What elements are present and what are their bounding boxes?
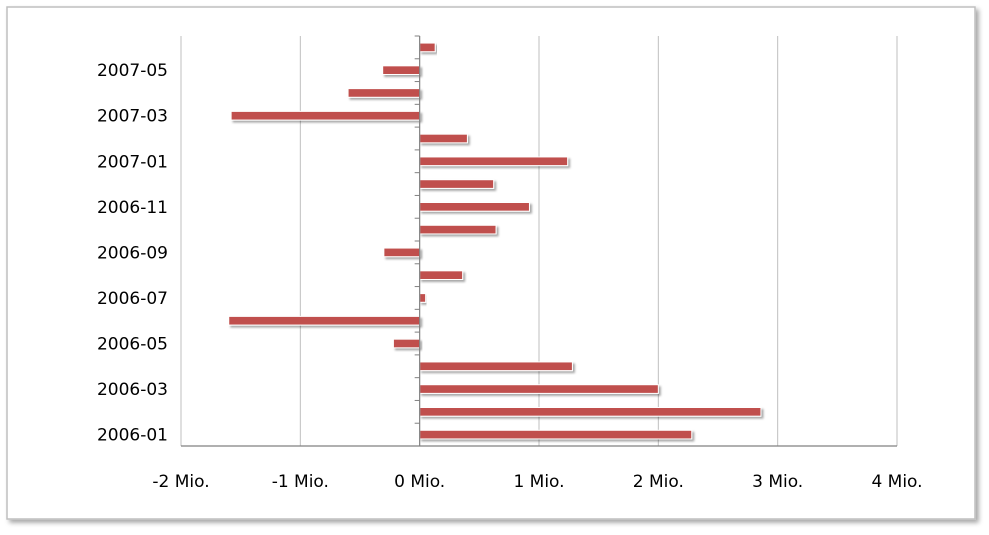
y-tick-label: 2006-09 xyxy=(97,243,168,263)
bar xyxy=(419,179,495,189)
y-tick-label: 2006-07 xyxy=(97,289,168,309)
bar xyxy=(383,247,421,258)
bar xyxy=(392,338,421,349)
y-tick-label: 2007-03 xyxy=(97,107,168,127)
bar xyxy=(419,270,464,280)
bar xyxy=(419,202,530,212)
bar xyxy=(228,315,421,326)
y-tick-label: 2007-01 xyxy=(97,152,168,172)
x-tick-label: 3 Mio. xyxy=(752,472,803,492)
x-tick-label: 1 Mio. xyxy=(513,472,564,492)
y-tick-label: 2007-05 xyxy=(97,61,168,81)
bar xyxy=(419,293,427,303)
x-tick-label: -2 Mio. xyxy=(152,472,209,492)
bar xyxy=(347,88,421,98)
bar xyxy=(419,429,693,440)
bar xyxy=(419,384,659,394)
bar xyxy=(419,361,573,372)
bar xyxy=(419,407,762,417)
x-tick-label: 2 Mio. xyxy=(633,472,684,492)
y-tick-label: 2006-01 xyxy=(97,426,168,446)
bar xyxy=(230,110,421,121)
y-tick-label: 2006-05 xyxy=(97,335,168,355)
x-tick-label: 4 Mio. xyxy=(871,472,922,492)
bar xyxy=(419,42,436,53)
x-tick-label: -1 Mio. xyxy=(272,472,329,492)
y-tick-label: 2006-11 xyxy=(97,198,168,218)
y-tick-label: 2006-03 xyxy=(97,380,168,400)
bar xyxy=(419,224,497,235)
bar xyxy=(382,65,421,75)
x-tick-label: 0 Mio. xyxy=(394,472,445,492)
bar xyxy=(419,156,569,167)
bar xyxy=(419,133,468,144)
